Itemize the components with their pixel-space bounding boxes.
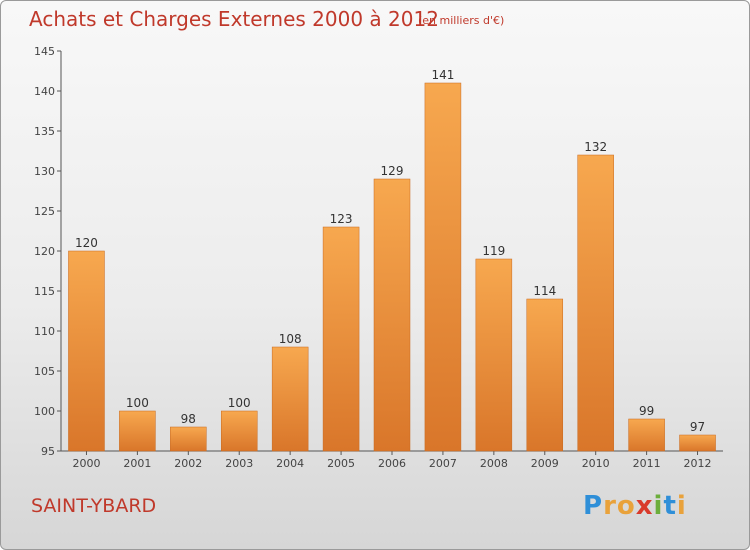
- bar: [322, 226, 360, 452]
- y-tick-label: 100: [34, 405, 55, 418]
- logo-letter: o: [616, 491, 636, 521]
- y-tick-label: 115: [34, 285, 55, 298]
- bar: [119, 410, 156, 452]
- proxiti-logo: Proxiti: [583, 491, 687, 521]
- x-tick-label: 2004: [276, 457, 304, 470]
- y-tick-label: 125: [34, 205, 55, 218]
- x-tick-label: 2000: [72, 457, 100, 470]
- bar: [170, 426, 207, 452]
- x-tick-label: 2002: [174, 457, 202, 470]
- x-tick-label: 2003: [225, 457, 253, 470]
- y-tick-label: 105: [34, 365, 55, 378]
- x-tick-label: 2008: [480, 457, 508, 470]
- logo-letter: t: [663, 491, 677, 521]
- x-tick-label: 2010: [582, 457, 610, 470]
- x-tick-label: 2012: [684, 457, 712, 470]
- bar: [679, 434, 716, 452]
- chart-title: Achats et Charges Externes 2000 à 2012: [29, 7, 439, 31]
- logo-letter: P: [583, 491, 604, 521]
- x-tick-label: 2001: [123, 457, 151, 470]
- x-tick-label: 2006: [378, 457, 406, 470]
- logo-letter: r: [603, 491, 617, 521]
- data-label: 108: [279, 332, 302, 346]
- y-tick-label: 120: [34, 245, 55, 258]
- data-label: 98: [181, 412, 196, 426]
- y-tick-label: 140: [34, 85, 55, 98]
- bar: [577, 154, 614, 452]
- data-label: 119: [482, 244, 505, 258]
- y-tick-label: 135: [34, 125, 55, 138]
- y-tick-label: 130: [34, 165, 55, 178]
- data-label: 97: [690, 420, 705, 434]
- bar: [475, 258, 513, 452]
- logo-letter: x: [635, 491, 654, 521]
- data-label: 129: [381, 164, 404, 178]
- logo-letter: i: [653, 491, 664, 521]
- data-label: 132: [584, 140, 607, 154]
- chart-subtitle: (en milliers d'€): [418, 14, 505, 27]
- place-name: SAINT-YBARD: [31, 495, 157, 517]
- data-label: 120: [75, 236, 98, 250]
- x-tick-label: 2007: [429, 457, 457, 470]
- y-tick-label: 95: [41, 445, 55, 458]
- bar: [424, 82, 462, 452]
- y-tick-label: 145: [34, 45, 55, 58]
- data-label: 99: [639, 404, 654, 418]
- bar: [526, 298, 564, 452]
- data-label: 141: [431, 68, 454, 82]
- bar: [373, 178, 411, 452]
- data-label: 100: [126, 396, 149, 410]
- data-label: 100: [228, 396, 251, 410]
- y-tick-label: 110: [34, 325, 55, 338]
- bar: [628, 418, 665, 452]
- bar: [68, 250, 105, 452]
- bar: [220, 410, 258, 452]
- bar: [271, 346, 309, 452]
- data-label: 123: [330, 212, 353, 226]
- x-tick-label: 2011: [633, 457, 661, 470]
- data-label: 114: [533, 284, 556, 298]
- x-tick-label: 2009: [531, 457, 559, 470]
- x-tick-label: 2005: [327, 457, 355, 470]
- logo-letter: i: [676, 491, 687, 521]
